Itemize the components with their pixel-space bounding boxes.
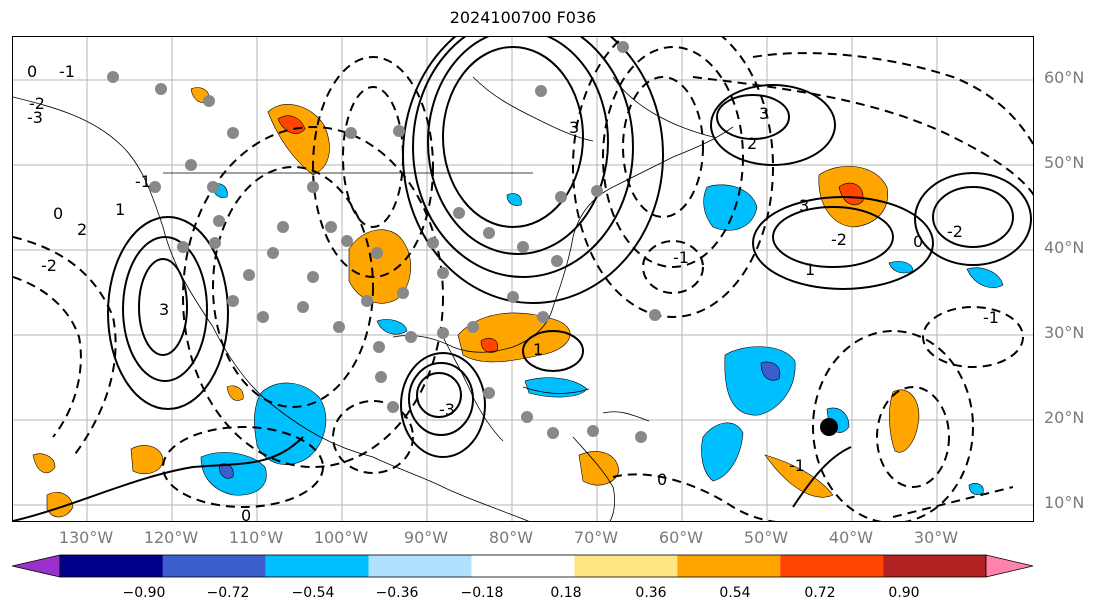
lat-label-30n: 30°N — [1044, 323, 1085, 342]
lat-label-60n: 60°N — [1044, 68, 1085, 87]
svg-text:1: 1 — [805, 260, 815, 279]
colorbar-tick: −0.90 — [122, 585, 166, 601]
storm-marker — [820, 418, 838, 436]
map-canvas: 0 -1 -2 -3 0 1 2 3 -1 -2 3 -3 2 1 0 -2 3… — [13, 37, 1033, 522]
colorbar-segment — [162, 555, 266, 577]
svg-text:-1: -1 — [135, 172, 151, 191]
svg-text:-2: -2 — [831, 230, 847, 249]
svg-text:3: 3 — [759, 104, 769, 123]
svg-text:1: 1 — [533, 340, 543, 359]
svg-text:3: 3 — [159, 300, 169, 319]
svg-text:3: 3 — [799, 196, 809, 215]
colorbar-tick: −0.36 — [375, 585, 419, 601]
colorbar-tick: 0.36 — [635, 585, 667, 601]
graticule — [13, 37, 1033, 521]
svg-text:-1: -1 — [673, 248, 689, 267]
colorbar-tick: 0.18 — [550, 585, 582, 601]
svg-text:-1: -1 — [59, 62, 75, 81]
colorbar-segments — [12, 554, 1034, 578]
svg-text:-3: -3 — [439, 400, 455, 419]
lon-label-40w: 40°W — [828, 528, 874, 547]
svg-text:-1: -1 — [983, 308, 999, 327]
colorbar-segment — [780, 555, 884, 577]
svg-text:0: 0 — [241, 506, 251, 522]
svg-text:0: 0 — [27, 62, 37, 81]
svg-text:-2: -2 — [947, 222, 963, 241]
colorbar-segment — [677, 555, 781, 577]
colorbar-extend-high — [985, 554, 1034, 578]
colorbar-segment — [883, 555, 986, 577]
map-panel: 0 -1 -2 -3 0 1 2 3 -1 -2 3 -3 2 1 0 -2 3… — [12, 36, 1034, 522]
colorbar-segment — [471, 555, 575, 577]
lon-label-70w: 70°W — [573, 528, 619, 547]
colorbar-tick: −0.54 — [291, 585, 335, 601]
lon-label-100w: 100°W — [313, 528, 369, 547]
svg-text:2: 2 — [77, 220, 87, 239]
svg-text:-2: -2 — [41, 256, 57, 275]
colorbar-tick: −0.18 — [460, 585, 504, 601]
svg-text:0: 0 — [657, 470, 667, 489]
svg-text:-3: -3 — [27, 108, 43, 127]
lon-label-30w: 30°W — [913, 528, 959, 547]
lat-label-40n: 40°N — [1044, 238, 1085, 257]
svg-text:0: 0 — [53, 204, 63, 223]
colorbar-tick: 0.54 — [719, 585, 751, 601]
shading — [32, 87, 1004, 518]
colorbar-tick: 0.90 — [888, 585, 920, 601]
svg-text:-2: -2 — [29, 94, 45, 113]
lon-label-80w: 80°W — [488, 528, 534, 547]
colorbar-segment — [368, 555, 472, 577]
colorbar-tick: 0.72 — [804, 585, 836, 601]
lon-label-120w: 120°W — [143, 528, 199, 547]
contours-solid — [13, 37, 1032, 521]
svg-text:3: 3 — [569, 118, 579, 137]
colorbar-extend-low — [12, 554, 61, 578]
svg-text:1: 1 — [115, 200, 125, 219]
svg-text:2: 2 — [747, 134, 757, 153]
colorbar-segment — [574, 555, 678, 577]
svg-text:0: 0 — [913, 232, 923, 251]
colorbar-segment — [60, 555, 163, 577]
colorbar-segment — [265, 555, 369, 577]
lon-label-110w: 110°W — [228, 528, 284, 547]
lon-label-60w: 60°W — [658, 528, 704, 547]
lon-label-130w: 130°W — [58, 528, 114, 547]
colorbar-tick: −0.72 — [206, 585, 250, 601]
svg-text:-1: -1 — [789, 456, 805, 475]
lon-label-50w: 50°W — [743, 528, 789, 547]
lat-label-20n: 20°N — [1044, 408, 1085, 427]
lon-label-90w: 90°W — [403, 528, 449, 547]
contour-labels: 0 -1 -2 -3 0 1 2 3 -1 -2 3 -3 2 1 0 -2 3… — [27, 62, 999, 522]
lat-label-10n: 10°N — [1044, 493, 1085, 512]
lat-label-50n: 50°N — [1044, 153, 1085, 172]
map-title: 2024100700 F036 — [449, 8, 597, 27]
gray-dots — [107, 41, 661, 443]
colorbar — [12, 554, 1034, 578]
contours-dashed — [13, 37, 1033, 521]
